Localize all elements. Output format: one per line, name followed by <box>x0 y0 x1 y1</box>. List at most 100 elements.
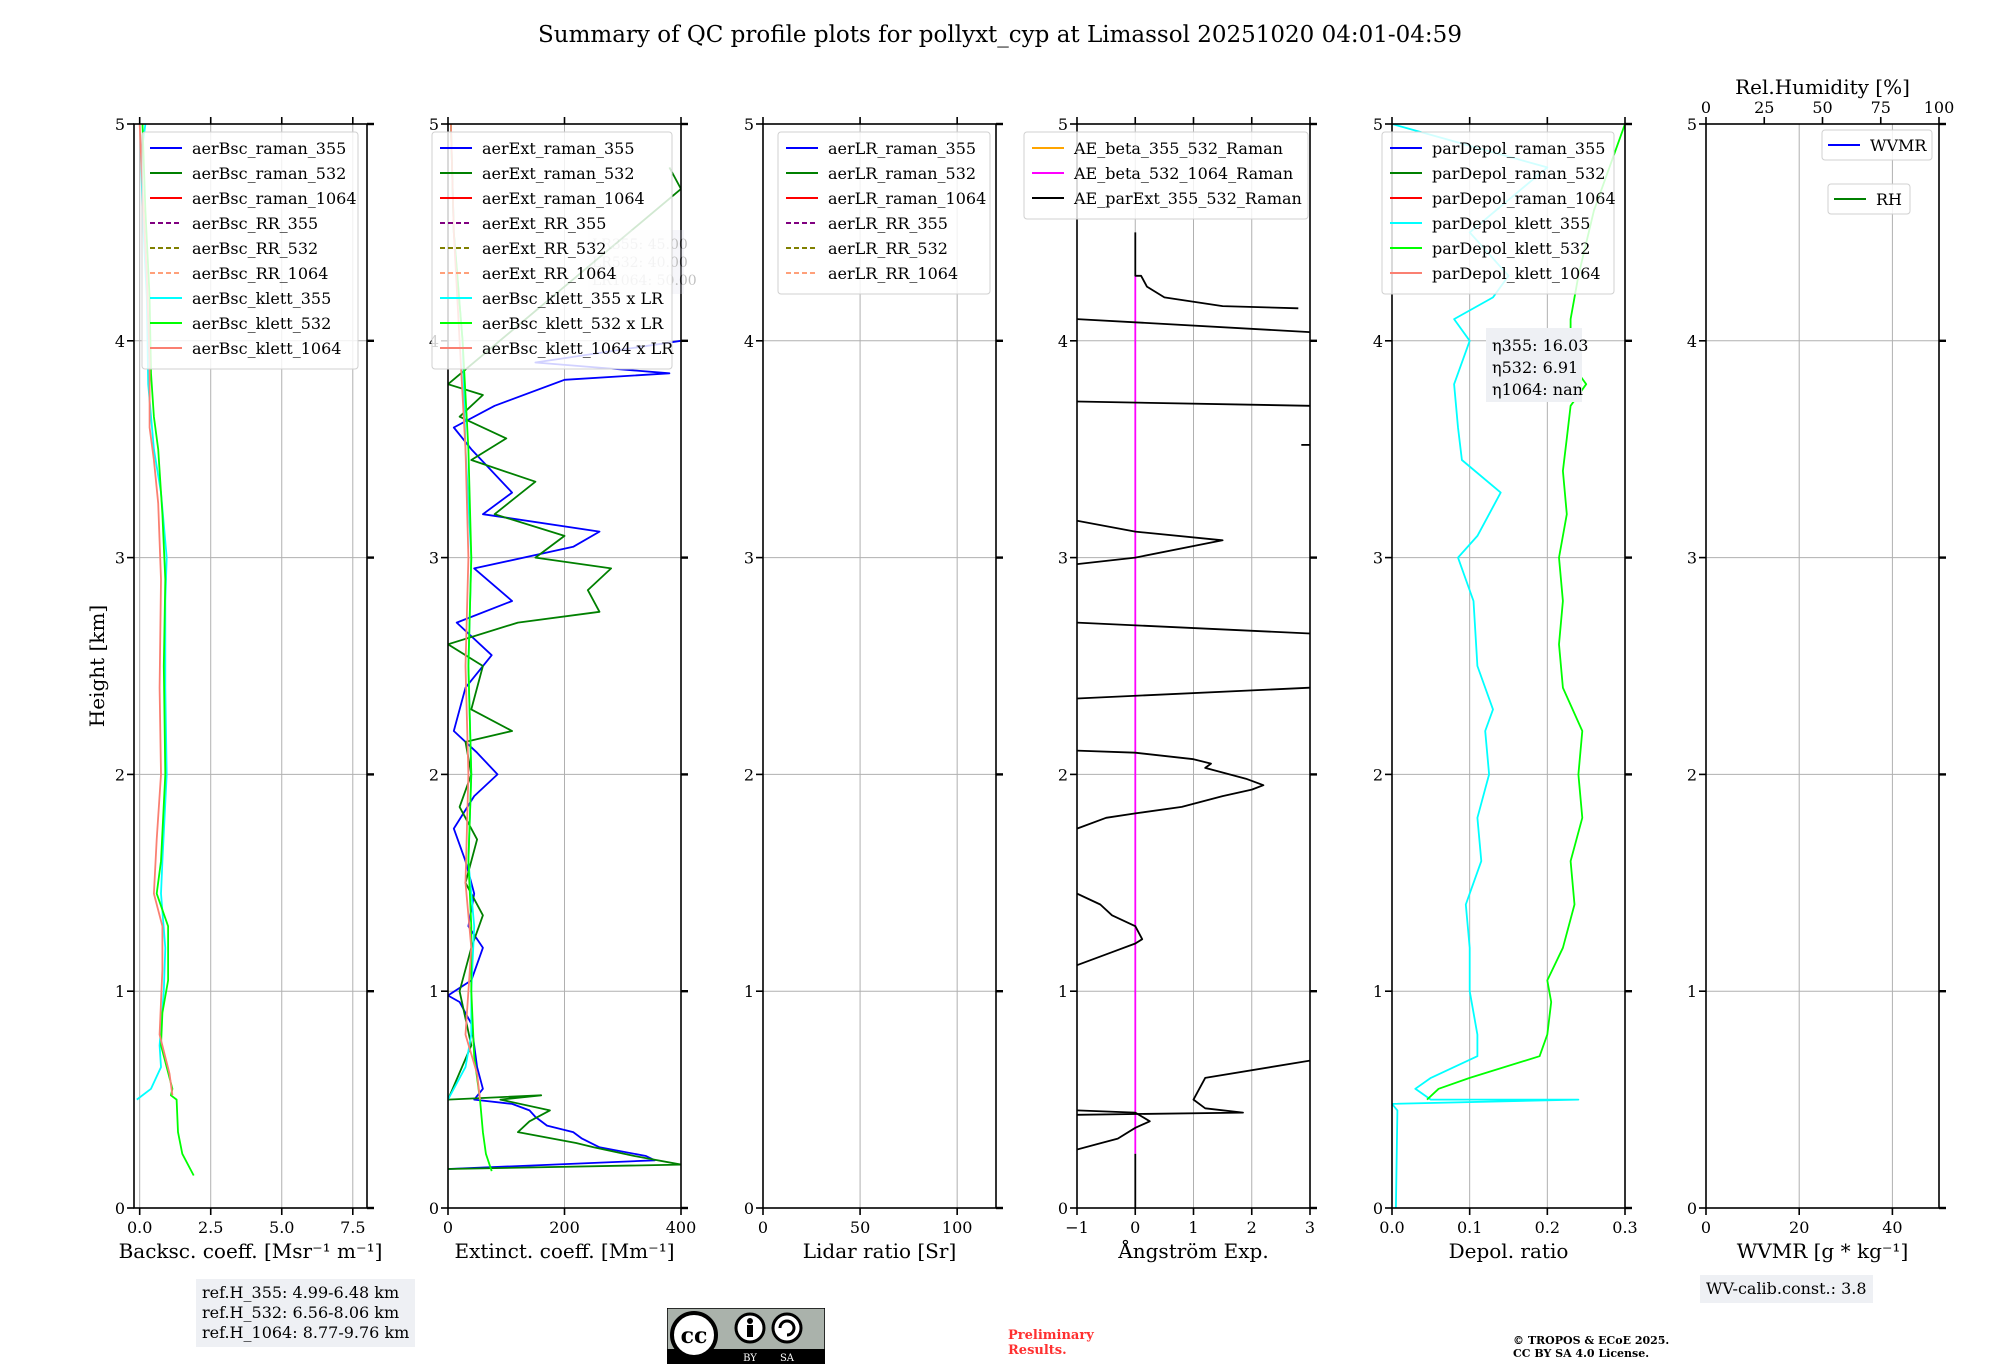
x-tick-label: 1 <box>1188 1218 1198 1237</box>
legend-label: aerExt_RR_1064 <box>482 264 617 283</box>
legend-label: parDepol_raman_1064 <box>1432 189 1616 208</box>
y-tick-label: 4 <box>744 332 754 351</box>
series-line-AE_parExt_355_532_Raman <box>1077 1109 1151 1151</box>
y-tick-label: 1 <box>744 982 754 1001</box>
legend-box <box>1023 131 1309 220</box>
legend-label: aerExt_RR_355 <box>482 214 606 233</box>
copyright-notice: © TROPOS & ECoE 2025. CC BY SA 4.0 Licen… <box>1513 1334 1669 1360</box>
legend-label: aerBsc_klett_1064 x LR <box>482 339 674 358</box>
copyright-line-2: CC BY SA 4.0 License. <box>1513 1347 1650 1360</box>
eta-text: η532: 6.91 <box>1492 358 1578 377</box>
x-tick-label: 2.5 <box>198 1218 223 1237</box>
series-line-parDepol_klett_355 <box>1392 124 1580 1208</box>
eta-text: η1064: nan <box>1492 380 1583 399</box>
y-tick-label: 1 <box>1687 982 1697 1001</box>
x-tick-label: 200 <box>549 1218 580 1237</box>
legend-label: aerBsc_raman_532 <box>192 164 346 183</box>
y-tick-label: 2 <box>744 765 754 784</box>
y-tick-label: 0 <box>429 1199 439 1218</box>
x-axis-label: Backsc. coeff. [Msr⁻¹ m⁻¹] <box>119 1239 383 1263</box>
y-tick-label: 1 <box>429 982 439 1001</box>
y-tick-label: 5 <box>1687 115 1697 134</box>
copyright-line-1: © TROPOS & ECoE 2025. <box>1513 1334 1670 1347</box>
series-line-AE_parExt_355_532_Raman <box>1077 892 1144 967</box>
y-tick-label: 4 <box>1373 332 1383 351</box>
legend-label: parDepol_klett_532 <box>1432 239 1590 258</box>
y-tick-label: 1 <box>1373 982 1383 1001</box>
svg-text:cc: cc <box>681 1323 708 1349</box>
y-tick-label: 2 <box>115 765 125 784</box>
legend-label: parDepol_raman_532 <box>1432 164 1605 183</box>
legend-label: aerLR_raman_1064 <box>828 189 986 208</box>
legend-label: aerBsc_klett_1064 <box>192 339 341 358</box>
ref-height-355: ref.H_355: 4.99-6.48 km <box>202 1283 400 1302</box>
y-tick-label: 3 <box>744 549 754 568</box>
x-axis-label: Lidar ratio [Sr] <box>803 1239 957 1263</box>
legend-label: aerLR_raman_532 <box>828 164 976 183</box>
y-tick-label: 5 <box>1373 115 1383 134</box>
legend-box <box>777 131 991 295</box>
eta-annotation: η355: 16.03 η532: 6.91 η1064: nan <box>1486 328 1588 402</box>
x-tick-label: 0.3 <box>1612 1218 1637 1237</box>
series-line-AE_parExt_355_532_Raman <box>1077 686 1310 700</box>
series-line-AE_parExt_355_532_Raman <box>1077 749 1265 830</box>
panel-depolarization: 0.0 0.1 0.2 0.3 0 1 2 3 4 5 Depol. ratio η355: 16.0… <box>1373 115 1638 1263</box>
ref-heights-box: ref.H_355: 4.99-6.48 km ref.H_532: 6.56-… <box>196 1279 416 1347</box>
legend-label: AE_parExt_355_532_Raman <box>1073 189 1302 208</box>
legend-label: parDepol_klett_1064 <box>1432 264 1601 283</box>
legend: aerBsc_raman_355 aerBsc_raman_532 aerBsc_r… <box>141 131 359 370</box>
legend-label: aerBsc_RR_532 <box>192 239 318 258</box>
series-line-AE_parExt_355_532_Raman <box>1077 318 1310 333</box>
x-tick-label: −1 <box>1065 1218 1089 1237</box>
y-tick-label: 5 <box>1058 115 1068 134</box>
series-line-AE_parExt_355_532_Raman <box>1077 1059 1310 1116</box>
y-tick-label: 4 <box>1058 332 1068 351</box>
x-axis-label: WVMR [g * kg⁻¹] <box>1737 1239 1909 1263</box>
legend-label: aerExt_raman_355 <box>482 139 635 158</box>
legend-label: aerLR_RR_532 <box>828 239 948 258</box>
legend-label: RH <box>1876 190 1902 209</box>
legend-label: aerLR_RR_1064 <box>828 264 958 283</box>
series-line-AE_parExt_355_532_Raman <box>1077 400 1310 407</box>
ref-height-532: ref.H_532: 6.56-8.06 km <box>202 1303 400 1322</box>
legend: aerExt_raman_355 aerExt_raman_532 aerExt_r… <box>431 131 674 370</box>
axes-frame <box>762 123 997 1209</box>
axes-frame <box>1391 123 1626 1209</box>
legend-label: aerExt_raman_1064 <box>482 189 645 208</box>
series-line-AE_parExt_355_532_Raman <box>1134 232 1299 310</box>
x-tick-label-top: 100 <box>1924 98 1955 117</box>
x-tick-label-top: 50 <box>1812 98 1832 117</box>
legend-box <box>431 131 673 370</box>
y-tick-label: 0 <box>1373 1199 1383 1218</box>
legend-label: aerBsc_RR_1064 <box>192 264 328 283</box>
x-tick-label: 5.0 <box>269 1218 294 1237</box>
legend-label: aerBsc_RR_355 <box>192 214 318 233</box>
x-tick-label: 0 <box>758 1218 768 1237</box>
x-tick-label: 0.0 <box>1379 1218 1404 1237</box>
y-tick-label: 5 <box>115 115 125 134</box>
preliminary-line-1: Preliminary <box>1008 1328 1094 1343</box>
x-axis-label: Depol. ratio <box>1449 1239 1569 1263</box>
panel-extinction: 0200400012345Extinct. coeff. [Mm⁻¹]LR355… <box>429 115 697 1263</box>
x-tick-label: 0 <box>443 1218 453 1237</box>
series-line-AE_parExt_355_532_Raman <box>1077 621 1310 635</box>
series-line-aerBsc_klett_532 x LR <box>450 124 493 1172</box>
legend-label: AE_beta_532_1064_Raman <box>1073 164 1293 183</box>
x-axis-label: Extinct. coeff. [Mm⁻¹] <box>454 1239 674 1263</box>
legend-box <box>1381 131 1615 295</box>
y-tick-label: 2 <box>1687 765 1697 784</box>
y-tick-label: 4 <box>1687 332 1697 351</box>
y-tick-label: 3 <box>115 549 125 568</box>
y-tick-label: 1 <box>115 982 125 1001</box>
axes-frame <box>1705 123 1940 1209</box>
legend-label: AE_beta_355_532_Raman <box>1073 139 1283 158</box>
x-tick-label: 0.2 <box>1535 1218 1560 1237</box>
annotation-bg <box>1486 328 1582 402</box>
x-tick-label: 0 <box>1701 1218 1711 1237</box>
x-tick-label: 20 <box>1789 1218 1809 1237</box>
x-tick-label: 40 <box>1882 1218 1902 1237</box>
legend-label: aerBsc_klett_355 <box>192 289 331 308</box>
